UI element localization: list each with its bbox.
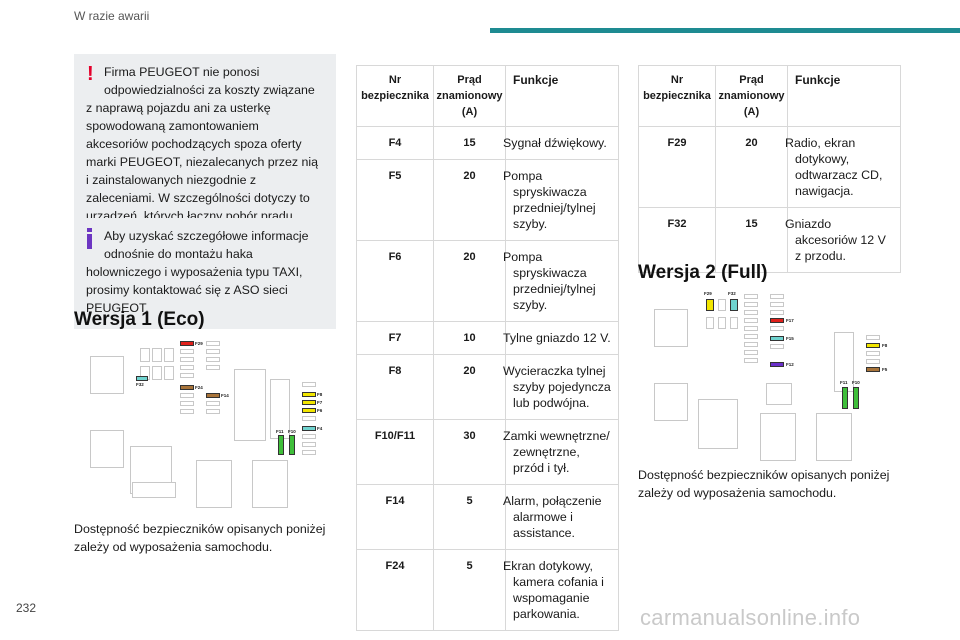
table-row: F24 5 Ekran dotykowy, kamera cofania i wsp… — [356, 549, 619, 631]
watermark: carmanualsonline.info — [640, 605, 861, 630]
col-header-amp: Prąd znamionowy (A) — [715, 65, 788, 127]
fuse-f10 — [289, 435, 295, 455]
col-header-nr: Nr bezpiecznika — [638, 65, 716, 127]
fuse-f12 — [770, 362, 784, 367]
fuse-f29 — [180, 341, 194, 346]
fuse-label-f14: F14 — [221, 393, 229, 398]
table-row: F29 20 Radio, ekran dotykowy, odtwarzacz C… — [638, 126, 901, 208]
fuse-label-f32-v2: F32 — [728, 291, 736, 296]
fuse-f24 — [180, 385, 194, 390]
fuse-label-f7: F7 — [317, 400, 323, 405]
table-row: F7 10 Tylne gniazdo 12 V. — [356, 321, 619, 355]
table-row: F4 15 Sygnał dźwiękowy. — [356, 126, 619, 160]
fuse-f6 — [302, 408, 316, 413]
fuse-f29-v2 — [706, 299, 714, 311]
col-header-nr: Nr bezpiecznika — [356, 65, 434, 127]
fuse-f11-v2 — [842, 387, 848, 409]
fuse-f7 — [302, 400, 316, 405]
fuse-label-f10-v2: F10 — [852, 380, 860, 385]
version1-title: Wersja 1 (Eco) — [74, 309, 205, 330]
fuse-table-1: Nr bezpiecznika Prąd znamionowy (A) Funkcje… — [356, 65, 619, 631]
fuse-label-f12: F12 — [786, 362, 794, 367]
fuse-label-f8-v2: F8 — [882, 343, 888, 348]
fuse-label-f11: F11 — [276, 429, 284, 434]
header-accent-bar — [490, 28, 960, 33]
col-header-func: Funkcje — [505, 65, 619, 127]
table-row: F6 20 Pompa spryskiwacza przedniej/tylnej … — [356, 240, 619, 322]
table-header-row: Nr bezpiecznika Prąd znamionowy (A) Funkcje — [356, 65, 619, 127]
fuse-label-f24: F24 — [195, 385, 203, 390]
col-header-amp: Prąd znamionowy (A) — [433, 65, 506, 127]
table-row: F5 20 Pompa spryskiwacza przedniej/tylnej … — [356, 159, 619, 241]
fuse-label-f5-v2: F5 — [882, 367, 888, 372]
fuse-label-f15: F15 — [786, 336, 794, 341]
col-header-func: Funkcje — [787, 65, 901, 127]
fuse-label-f29: F29 — [195, 341, 203, 346]
fuse-f17 — [770, 318, 784, 323]
version2-title: Wersja 2 (Full) — [638, 262, 768, 283]
fuse-label-f8: F8 — [317, 392, 323, 397]
page-header-title: W razie awarii — [74, 9, 150, 23]
fuse-label-f29-v2: F29 — [704, 291, 712, 296]
fuse-label-f10: F10 — [288, 429, 296, 434]
version1-availability-text: Dostępność bezpieczników opisanych poniż… — [74, 522, 326, 554]
fuse-label-f4: F4 — [317, 426, 323, 431]
table-row: F32 15 Gniazdo akcesoriów 12 V z przodu. — [638, 207, 901, 273]
fuse-f8 — [302, 392, 316, 397]
table-row: F14 5 Alarm, połączenie alarmowe i assista… — [356, 484, 619, 550]
table-header-row: Nr bezpiecznika Prąd znamionowy (A) Funkcje — [638, 65, 901, 127]
version2-availability-text: Dostępność bezpieczników opisanych poniż… — [638, 468, 890, 500]
warning-note: ! Firma PEUGEOT nie ponosi odpowiedzialn… — [74, 54, 336, 255]
page-number: 232 — [16, 601, 37, 615]
fuse-label-f11-v2: F11 — [840, 380, 848, 385]
fuse-f32-v2 — [730, 299, 738, 311]
info-note-text: odnośnie do montażu haka holowniczego i … — [86, 247, 303, 315]
info-note-first-line: Aby uzyskać szczegółowe informacje — [104, 229, 309, 243]
version2-fusebox-diagram: F29 F32 F17 F15 F12 F8 F5 F11 F10 — [638, 287, 900, 463]
warning-icon: ! — [87, 63, 94, 85]
warning-note-text: odpowiedzialności za koszty związane z n… — [86, 83, 319, 241]
fuse-f32 — [136, 376, 148, 381]
fuse-label-f17: F17 — [786, 318, 794, 323]
info-icon — [87, 228, 93, 250]
fuse-label-f6: F6 — [317, 408, 323, 413]
fuse-table-2: Nr bezpiecznika Prąd znamionowy (A) Funkcje… — [638, 65, 901, 273]
version1-fusebox-diagram: F29 F24 F14 F32 F8 F7 F6 F4 F11 F10 — [74, 334, 336, 510]
fuse-f10-v2 — [853, 387, 859, 409]
fuse-f11 — [278, 435, 284, 455]
table-row: F8 20 Wycieraczka tylnej szyby pojedyncza … — [356, 354, 619, 420]
table-row: F10/F11 30 Zamki wewnętrzne/ zewnętrzne, p… — [356, 419, 619, 485]
fuse-f4 — [302, 426, 316, 431]
warning-note-first-line: Firma PEUGEOT nie ponosi — [104, 65, 260, 79]
fuse-f8-v2 — [866, 343, 880, 348]
fuse-label-f32: F32 — [136, 382, 144, 387]
fuse-f5-v2 — [866, 367, 880, 372]
info-note: Aby uzyskać szczegółowe informacje odnoś… — [74, 218, 336, 329]
fuse-f15 — [770, 336, 784, 341]
fuse-f14 — [206, 393, 220, 398]
